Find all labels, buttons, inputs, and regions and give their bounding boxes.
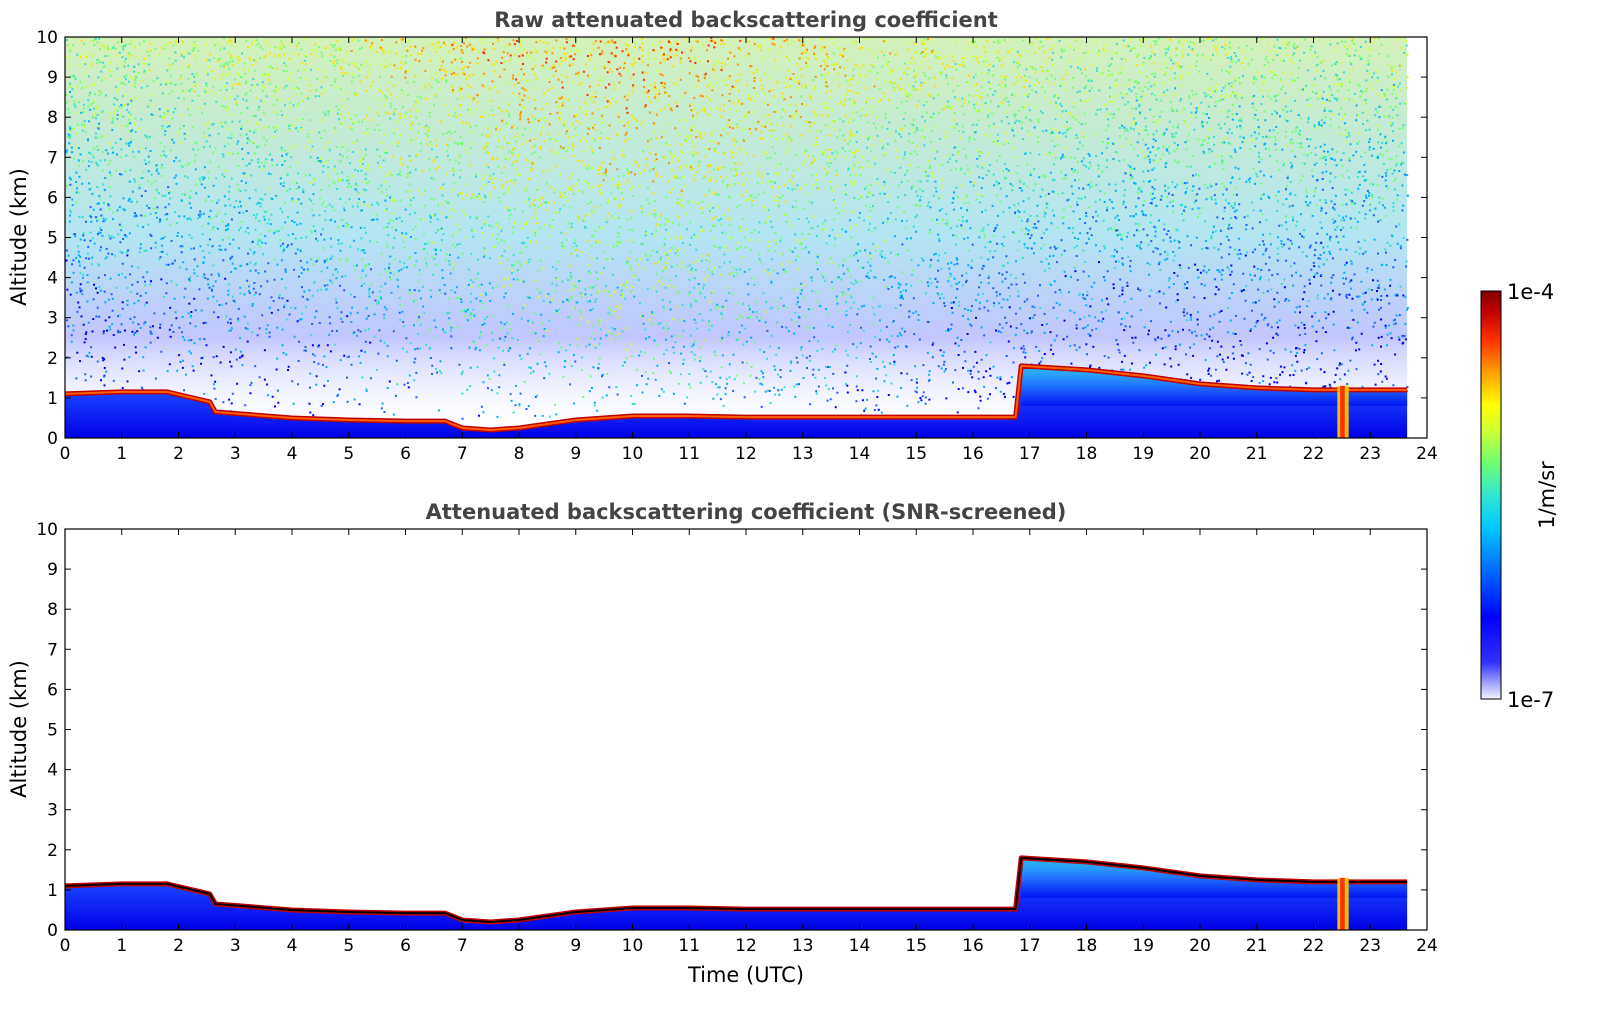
x-tick-label: 13 xyxy=(792,444,814,464)
x-tick-label: 18 xyxy=(1076,444,1098,464)
y-tick-label: 2 xyxy=(47,349,58,369)
x-tick-label: 9 xyxy=(570,936,581,956)
y-axis-label: Altitude (km) xyxy=(7,168,31,306)
x-tick-label: 4 xyxy=(287,444,298,464)
x-tick-label: 10 xyxy=(622,444,644,464)
x-tick-label: 24 xyxy=(1416,444,1438,464)
x-tick-label: 2 xyxy=(173,936,184,956)
x-tick-label: 7 xyxy=(457,444,468,464)
strong-echo-core xyxy=(1340,385,1345,438)
x-tick-label: 14 xyxy=(849,936,871,956)
x-axis-label: Time (UTC) xyxy=(687,963,804,987)
noise-wash xyxy=(65,37,1408,438)
x-tick-label: 0 xyxy=(60,444,71,464)
y-axis: 0 1 2 3 4 5 6 7 8 9 10 xyxy=(36,28,1427,449)
x-tick-label: 20 xyxy=(1189,444,1211,464)
x-tick-label: 15 xyxy=(905,444,927,464)
x-tick-label: 1 xyxy=(116,936,127,956)
x-tick-label: 11 xyxy=(678,936,700,956)
colorbar: 1e-4 1e-7 1/m/sr xyxy=(1480,280,1559,712)
noise-field xyxy=(65,37,1409,438)
x-tick-label: 19 xyxy=(1132,936,1154,956)
x-tick-label: 1 xyxy=(116,444,127,464)
y-tick-label: 6 xyxy=(47,188,58,208)
x-axis: 0 1 2 3 4 5 6 7 8 9 10 11 12 13 14 15 16 17 18 19 20 21 22 23 24 xyxy=(60,529,1438,956)
x-tick-label: 19 xyxy=(1132,444,1154,464)
x-tick-label: 3 xyxy=(230,936,241,956)
y-tick-label: 8 xyxy=(47,600,58,620)
panel-title: Raw attenuated backscattering coefficien… xyxy=(494,8,998,32)
x-tick-label: 13 xyxy=(792,936,814,956)
x-tick-label: 12 xyxy=(735,444,757,464)
x-tick-label: 21 xyxy=(1246,444,1268,464)
y-tick-label: 2 xyxy=(47,841,58,861)
x-tick-label: 5 xyxy=(343,936,354,956)
y-tick-label: 7 xyxy=(47,640,58,660)
y-tick-label: 5 xyxy=(47,229,58,249)
x-tick-label: 17 xyxy=(1019,444,1041,464)
x-tick-label: 23 xyxy=(1359,936,1381,956)
x-tick-label: 24 xyxy=(1416,936,1438,956)
x-tick-label: 4 xyxy=(287,936,298,956)
colorbar-max-label: 1e-4 xyxy=(1507,280,1554,304)
y-tick-label: 6 xyxy=(47,680,58,700)
y-tick-label: 9 xyxy=(47,68,58,88)
y-tick-label: 4 xyxy=(47,269,58,289)
y-axis-label: Altitude (km) xyxy=(7,660,31,798)
x-tick-label: 20 xyxy=(1189,936,1211,956)
x-axis: 0 1 2 3 4 5 6 7 8 9 10 11 12 13 14 15 16 17 18 19 20 21 22 23 24 xyxy=(60,37,1438,464)
x-tick-label: 3 xyxy=(230,444,241,464)
x-tick-label: 11 xyxy=(678,444,700,464)
panel-title: Attenuated backscattering coefficient (S… xyxy=(426,500,1067,524)
strong-echo-core xyxy=(1340,877,1345,930)
y-tick-label: 10 xyxy=(36,520,58,540)
y-tick-label: 9 xyxy=(47,560,58,580)
y-tick-label: 0 xyxy=(47,429,58,449)
x-tick-label: 22 xyxy=(1303,936,1325,956)
snr-screened-panel: Attenuated backscattering coefficient (S… xyxy=(7,500,1438,987)
noise-speckle xyxy=(65,37,1404,406)
y-tick-label: 10 xyxy=(36,28,58,48)
x-tick-label: 6 xyxy=(400,444,411,464)
x-tick-label: 16 xyxy=(962,444,984,464)
colorbar-min-label: 1e-7 xyxy=(1507,688,1554,712)
x-tick-label: 22 xyxy=(1303,444,1325,464)
colorbar-unit-label: 1/m/sr xyxy=(1535,461,1559,529)
x-tick-label: 7 xyxy=(457,936,468,956)
raw-backscatter-panel: Raw attenuated backscattering coefficien… xyxy=(7,8,1438,464)
x-tick-label: 2 xyxy=(173,444,184,464)
y-tick-label: 7 xyxy=(47,148,58,168)
y-tick-label: 0 xyxy=(47,921,58,941)
x-tick-label: 14 xyxy=(849,444,871,464)
y-tick-label: 1 xyxy=(47,389,58,409)
y-tick-label: 3 xyxy=(47,309,58,329)
x-tick-label: 0 xyxy=(60,936,71,956)
x-tick-label: 21 xyxy=(1246,936,1268,956)
boundary-layer xyxy=(65,855,1408,930)
layer-top-edge xyxy=(65,364,1408,431)
x-tick-label: 5 xyxy=(343,444,354,464)
y-axis: 0 1 2 3 4 5 6 7 8 9 10 xyxy=(36,520,1427,941)
y-tick-label: 1 xyxy=(47,881,58,901)
y-tick-label: 3 xyxy=(47,801,58,821)
x-tick-label: 9 xyxy=(570,444,581,464)
x-tick-label: 8 xyxy=(514,936,525,956)
y-tick-label: 8 xyxy=(47,108,58,128)
colorbar-gradient xyxy=(1480,290,1502,700)
y-tick-label: 5 xyxy=(47,721,58,741)
boundary-layer xyxy=(65,363,1408,438)
x-tick-label: 12 xyxy=(735,936,757,956)
heatmap-area xyxy=(65,37,1427,438)
x-tick-label: 23 xyxy=(1359,444,1381,464)
x-tick-label: 10 xyxy=(622,936,644,956)
x-tick-label: 6 xyxy=(400,936,411,956)
x-tick-label: 16 xyxy=(962,936,984,956)
x-tick-label: 18 xyxy=(1076,936,1098,956)
y-tick-label: 4 xyxy=(47,761,58,781)
x-tick-label: 8 xyxy=(514,444,525,464)
heatmap-area xyxy=(65,529,1427,930)
layer-top-edge xyxy=(65,856,1408,923)
x-tick-label: 17 xyxy=(1019,936,1041,956)
x-tick-label: 15 xyxy=(905,936,927,956)
